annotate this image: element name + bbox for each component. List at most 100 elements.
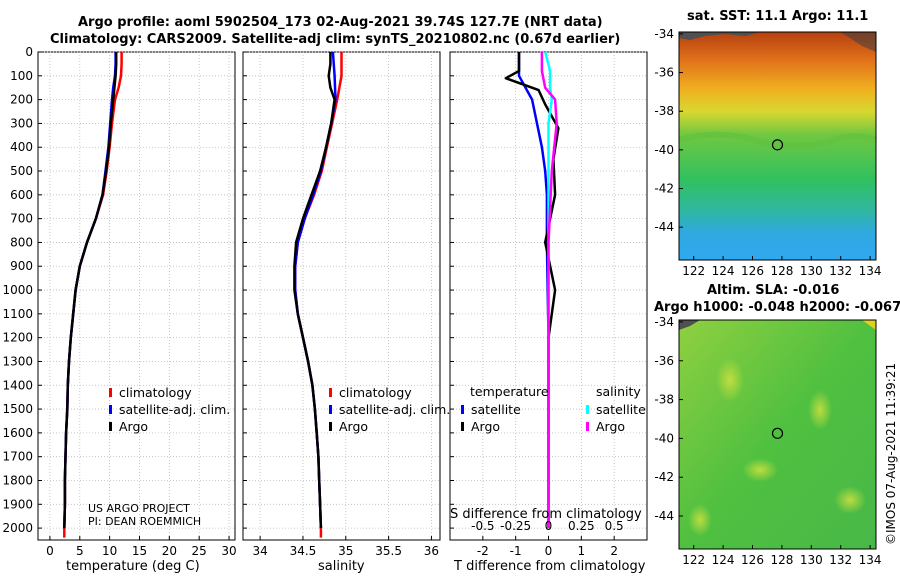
y-tick-label: 2000 (2, 521, 33, 535)
temp-xlabel: temperature (deg C) (66, 559, 200, 574)
credit-line2: PI: DEAN ROEMMICH (88, 515, 202, 528)
figure-title-line1: Argo profile: aoml 5902504_173 02-Aug-20… (78, 15, 603, 30)
x-tick-label: 35 (338, 544, 353, 558)
y-tick-label: 1400 (2, 378, 33, 392)
y-tick-label: 200 (10, 93, 33, 107)
sla-map-lat-label: -38 (654, 393, 674, 407)
diff-legend-temp-header: temperature (470, 384, 549, 399)
x-tick-label: 10 (102, 544, 117, 558)
series-line-salinity-satellite (543, 51, 554, 529)
plot-frame (242, 51, 441, 541)
y-tick-label: 400 (10, 140, 33, 154)
s-tick-label: -0.5 (471, 519, 494, 533)
sla-map-lat-label: -42 (654, 470, 674, 484)
x-tick-label: 36 (424, 544, 439, 558)
sst-map-argo-location-marker (771, 139, 784, 151)
plot-frame (37, 51, 236, 541)
x-tick-label: 25 (192, 544, 207, 558)
s-tick-label: -0.25 (500, 519, 531, 533)
y-tick-label: 0 (25, 45, 33, 59)
sla-map-argo-location-marker (771, 427, 784, 439)
x-tick-label: 0 (545, 544, 553, 558)
sla-map-lat-label: -34 (654, 315, 674, 329)
y-tick-label: 600 (10, 188, 33, 202)
sst-map-lon-label: 134 (859, 264, 882, 278)
diff-xlabel: T difference from climatology (454, 559, 646, 574)
x-tick-label: 34.5 (290, 544, 317, 558)
y-tick-label: 1600 (2, 426, 33, 440)
sla-map-lon-label: 132 (829, 553, 852, 567)
sst-map-lon-label: 132 (829, 264, 852, 278)
sst-map-lat-label: -40 (654, 143, 674, 157)
legend-marker-argo (109, 422, 112, 431)
legend-marker-sal-satellite (586, 405, 589, 414)
y-tick-label: 700 (10, 212, 33, 226)
legend-marker-satellite (329, 405, 332, 414)
sla-map-lat-label: -44 (654, 509, 674, 523)
sla-map-lon-label: 134 (859, 553, 882, 567)
y-tick-label: 900 (10, 259, 33, 273)
legend-marker-climatology (109, 388, 112, 397)
x-tick-label: 35.5 (375, 544, 402, 558)
credit-line1: US ARGO PROJECT (88, 502, 190, 515)
y-tick-label: 1500 (2, 402, 33, 416)
x-tick-label: 30 (221, 544, 236, 558)
height-title: Argo h1000: -0.048 h2000: -0.067 (654, 300, 900, 315)
legend-satellite-clim: satellite-adj. clim. (339, 402, 451, 417)
x-tick-label: 2 (610, 544, 618, 558)
sla-map-lat-label: -36 (654, 354, 674, 368)
x-tick-label: -1 (510, 544, 522, 558)
s-tick-label: 0.5 (605, 519, 624, 533)
diff-legend-sal: satellite Argo (584, 401, 646, 435)
y-tick-label: 1100 (2, 307, 33, 321)
x-tick-label: 0 (46, 544, 54, 558)
legend-climatology: climatology (339, 385, 412, 400)
y-tick-label: 1800 (2, 473, 33, 487)
sst-map-lat-label: -38 (654, 104, 674, 118)
s-tick-label: 0.25 (568, 519, 595, 533)
legend-sal-argo: Argo (596, 419, 626, 434)
legend-climatology: climatology (119, 385, 192, 400)
y-tick-label: 1900 (2, 497, 33, 511)
legend-temp-argo: Argo (471, 419, 501, 434)
legend-marker-argo (329, 422, 332, 431)
legend-temp-satellite: satellite (471, 402, 521, 417)
y-tick-label: 1700 (2, 450, 33, 464)
sst-map-lon-label: 128 (770, 264, 793, 278)
legend-marker-climatology (329, 388, 332, 397)
x-tick-label: 15 (132, 544, 147, 558)
series-line-temperature-argo (504, 52, 560, 529)
sla-map-lon-label: 126 (741, 553, 764, 567)
sst-map-lon-label: 130 (800, 264, 823, 278)
x-tick-label: 1 (578, 544, 586, 558)
series-line-argo (63, 52, 118, 529)
sla-map-lon-label: 122 (682, 553, 705, 567)
x-tick-label: 5 (76, 544, 84, 558)
sla-map (679, 320, 876, 549)
s-tick-label: 0 (545, 519, 553, 533)
sst-map-lon-label: 122 (682, 264, 705, 278)
diff-xlabel-top: S difference from climatology (450, 507, 642, 522)
y-tick-label: 500 (10, 164, 33, 178)
y-tick-label: 100 (10, 69, 33, 83)
sst-map-lat-label: -34 (654, 27, 674, 41)
y-tick-label: 1300 (2, 354, 33, 368)
legend-argo: Argo (119, 419, 149, 434)
legend-satellite-clim: satellite-adj. clim. (119, 402, 231, 417)
sla-map-frame (678, 319, 877, 550)
y-tick-label: 1200 (2, 331, 33, 345)
x-tick-label: 34 (252, 544, 267, 558)
diff-legend-temp: satellite Argo (459, 401, 521, 435)
series-line-argo (293, 52, 336, 529)
sst-map-lat-label: -36 (654, 66, 674, 80)
sla-map-lon-label: 124 (712, 553, 735, 567)
series-line-salinity-argo (540, 52, 558, 529)
sst-map (678, 32, 878, 260)
figure-title-line2: Climatology: CARS2009. Satellite-adj cli… (50, 32, 621, 47)
sal-xlabel: salinity (318, 559, 365, 574)
sst-map-lon-label: 124 (712, 264, 735, 278)
x-tick-label: 20 (162, 544, 177, 558)
legend-marker-satellite (461, 405, 464, 414)
legend-marker-sal-argo (586, 422, 589, 431)
